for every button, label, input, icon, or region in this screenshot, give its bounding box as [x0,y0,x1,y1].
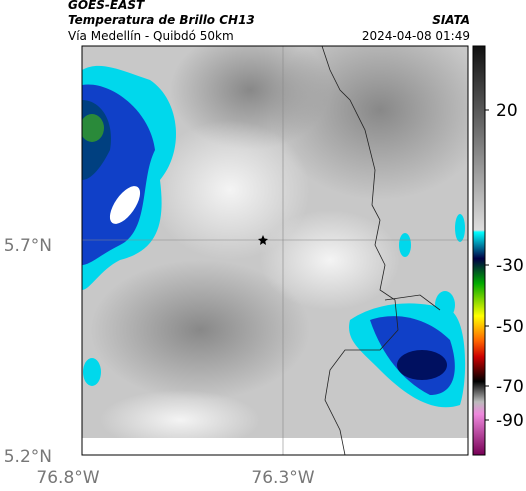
colorbar-label: 20 [496,101,518,121]
lon-label: 76.8°W [36,468,99,488]
header: GOES-EAST Temperatura de Brillo CH13 Vía… [68,0,470,43]
source: GOES-EAST [68,0,145,12]
satellite-image [82,46,468,438]
colorbar-ticks: 20 -30 -50 -70 -90 [485,101,524,431]
timestamp: 2024-04-08 01:49 [362,29,470,43]
lat-label: 5.2°N [4,447,52,467]
colorbar-label: -70 [496,377,524,397]
map-frame [81,45,469,456]
title: Temperatura de Brillo CH13 [68,13,255,27]
no-data [82,438,468,455]
colorbar-label: -30 [496,256,524,276]
colorbar [472,45,486,456]
colorbar-label: -50 [496,317,524,337]
city-marker [258,235,268,245]
subtitle: Vía Medellín - Quibdó 50km [68,29,234,43]
brand: SIATA [432,13,470,27]
lat-label: 5.7°N [4,236,52,256]
colorbar-label: -90 [496,411,524,431]
border [321,45,441,456]
lon-label: 76.3°W [251,468,314,488]
